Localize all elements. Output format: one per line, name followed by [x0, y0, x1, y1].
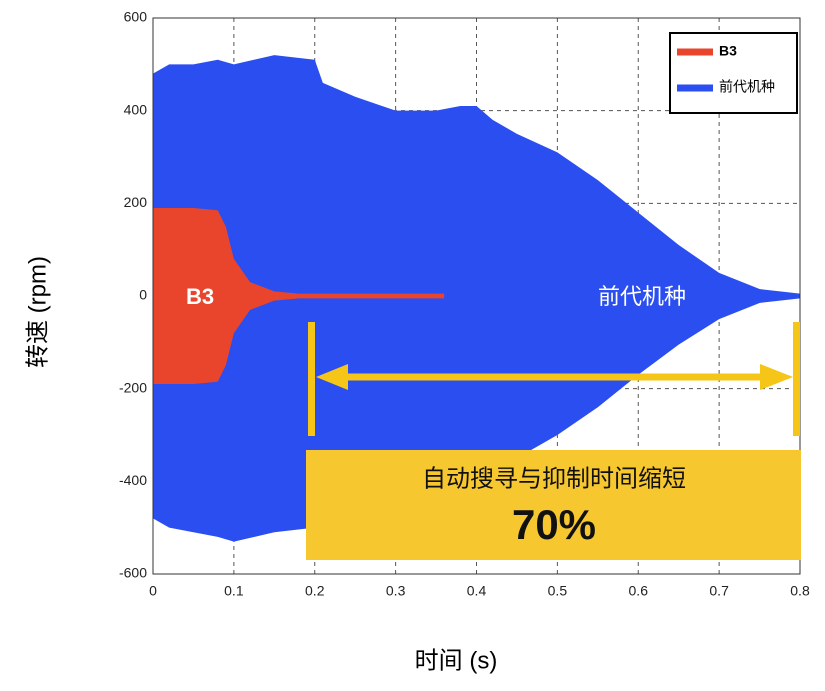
- legend-label: 前代机种: [719, 79, 775, 95]
- y-tick-label: 600: [124, 9, 148, 25]
- y-tick-label: 200: [124, 194, 148, 210]
- legend-box: [669, 32, 798, 114]
- callout-text: 自动搜寻与抑制时间缩短: [422, 465, 686, 492]
- legend: B3 前代机种: [669, 32, 798, 114]
- x-tick-label: 0.7: [709, 583, 729, 599]
- callout-box: [306, 450, 801, 560]
- b3-label: B3: [186, 284, 214, 309]
- envelope-lower: [153, 296, 445, 385]
- x-tick-label: 0.1: [224, 583, 244, 599]
- envelope-upper: [153, 55, 800, 296]
- x-tick-label: 0.4: [467, 583, 487, 599]
- y-axis-label: 转速 (rpm): [24, 256, 51, 368]
- plot-frame: [152, 17, 801, 575]
- x-tick-label: 0.2: [305, 583, 325, 599]
- legend-label: B3: [719, 43, 737, 59]
- y-tick-label: -600: [119, 565, 147, 581]
- y-tick-label: -200: [119, 379, 147, 395]
- envelope-upper: [153, 207, 445, 296]
- y-tick-label: 400: [124, 101, 148, 117]
- bracket: [793, 322, 800, 436]
- bracket: [308, 322, 315, 436]
- x-tick-label: 0.5: [548, 583, 568, 599]
- x-tick-label: 0: [149, 583, 157, 599]
- arrow-head: [316, 364, 348, 390]
- arrow: [308, 322, 800, 436]
- x-tick-label: 0.6: [629, 583, 649, 599]
- x-tick-label: 0.8: [790, 583, 810, 599]
- prev-label: 前代机种: [598, 284, 686, 309]
- y-tick-label: 0: [139, 287, 147, 303]
- arrow-head: [760, 364, 793, 390]
- callout-value: 70%: [512, 501, 596, 548]
- x-tick-label: 0.3: [386, 583, 406, 599]
- y-tick-label: -400: [119, 472, 147, 488]
- x-axis-label: 时间 (s): [415, 647, 498, 674]
